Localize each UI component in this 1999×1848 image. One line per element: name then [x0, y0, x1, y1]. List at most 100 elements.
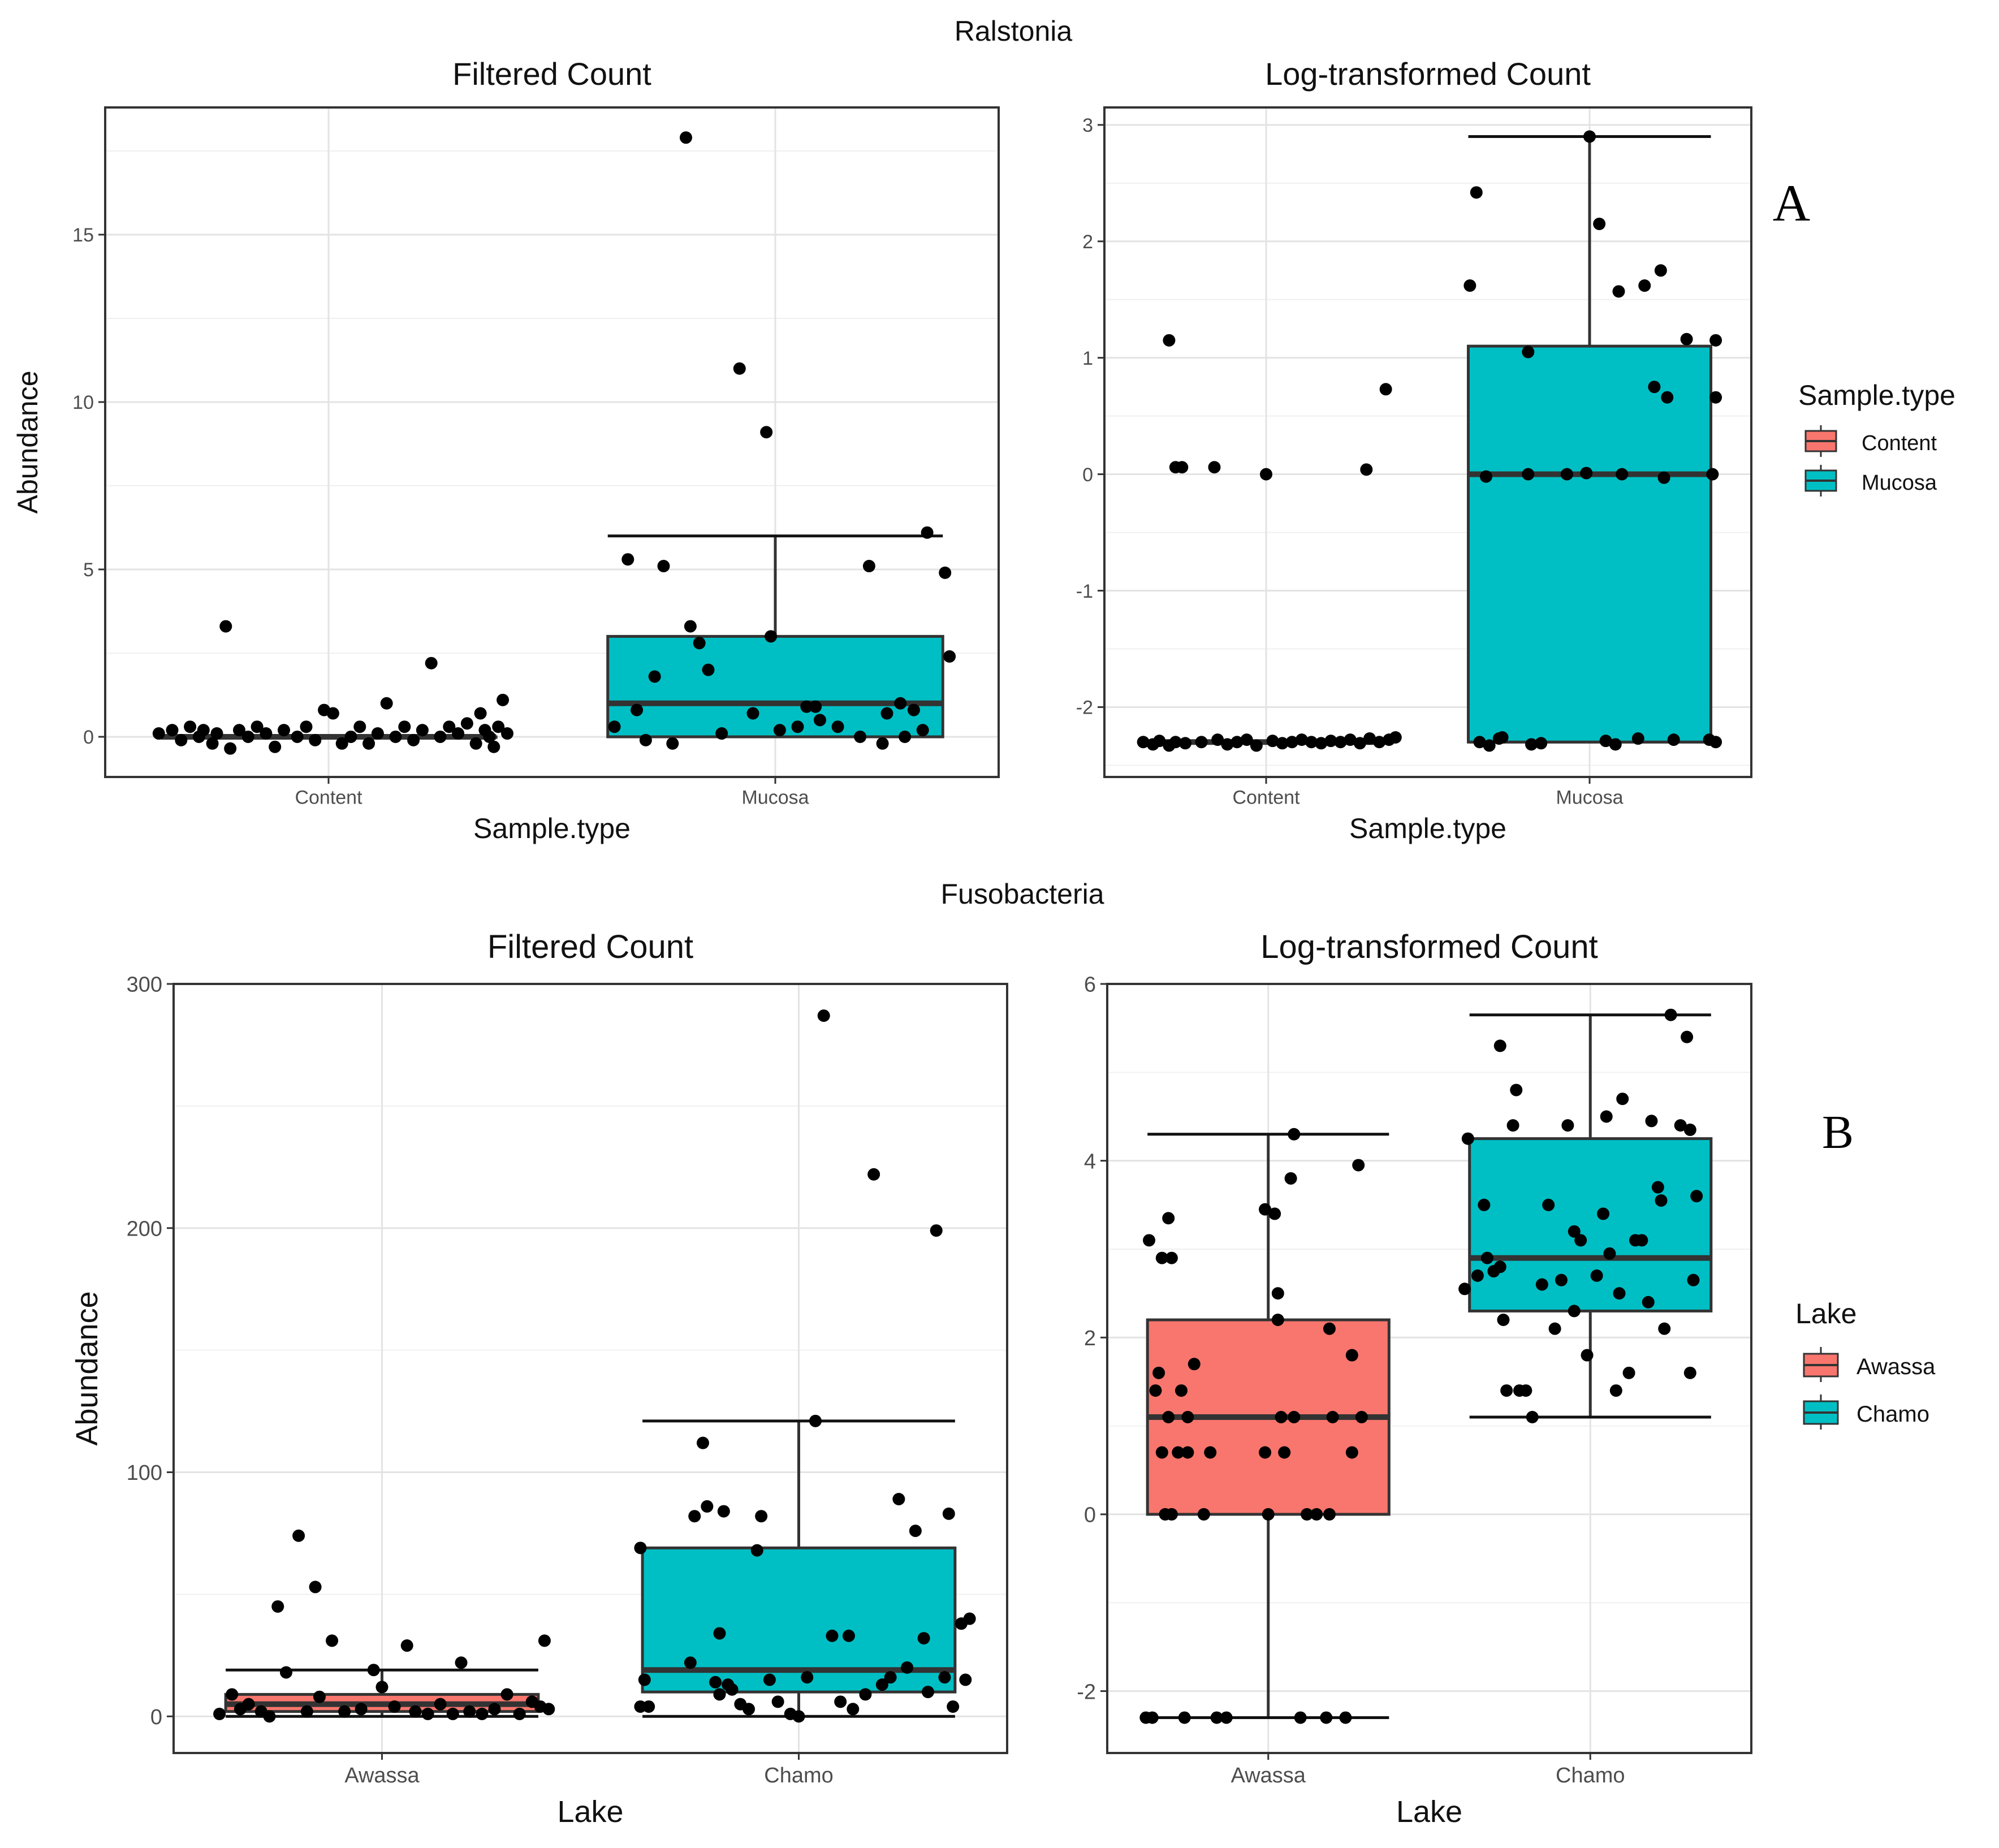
y-tick-label: 15	[72, 224, 94, 246]
data-point	[1262, 1508, 1275, 1521]
data-point	[1137, 736, 1150, 749]
data-point	[1355, 1410, 1368, 1423]
data-point	[487, 740, 500, 753]
data-point	[1574, 1234, 1587, 1247]
y-tick-label: 3	[1082, 115, 1093, 136]
chart-fusobacteria-filtered: 0 100 200 300 Awassa Chamo Filtered Count Lake A…	[70, 929, 1008, 1829]
data-point	[1271, 1287, 1284, 1300]
data-point	[1483, 739, 1496, 752]
data-point	[1658, 1322, 1671, 1335]
data-point	[1583, 130, 1596, 143]
data-point	[1690, 1190, 1703, 1203]
data-point	[309, 733, 322, 746]
data-point	[1471, 1269, 1484, 1282]
data-point	[1363, 732, 1376, 745]
data-point	[1568, 1305, 1581, 1318]
y-axis-label: Abundance	[12, 370, 44, 513]
data-point	[765, 630, 778, 643]
data-point	[309, 1581, 322, 1594]
y-tick-label: 0	[1082, 464, 1093, 486]
data-point	[880, 707, 893, 720]
data-point	[501, 727, 513, 740]
legend-label-chamo: Chamo	[1856, 1402, 1929, 1427]
data-point	[959, 1673, 972, 1686]
data-point	[1642, 1296, 1655, 1309]
chart-title: Filtered Count	[452, 56, 651, 92]
data-point	[1616, 468, 1629, 481]
data-point	[1345, 1349, 1358, 1362]
data-point	[1197, 1508, 1210, 1521]
data-point	[291, 730, 304, 743]
y-tick-label: 5	[83, 559, 94, 581]
data-point	[648, 670, 661, 683]
data-point	[1461, 1132, 1474, 1145]
data-point	[842, 1629, 855, 1642]
data-point	[1683, 1123, 1696, 1136]
data-point	[1339, 1711, 1352, 1724]
data-point	[1315, 737, 1328, 750]
data-point	[1479, 470, 1492, 483]
data-point	[152, 727, 165, 740]
data-point	[371, 727, 384, 740]
data-point	[746, 707, 759, 720]
legend-label-content: Content	[1862, 431, 1937, 455]
y-tick-label: 0	[1084, 1504, 1096, 1527]
data-point	[1284, 1172, 1297, 1185]
data-point	[1555, 1273, 1568, 1286]
data-point	[271, 1600, 284, 1613]
data-point	[166, 724, 179, 737]
data-point	[1195, 736, 1208, 749]
data-point	[224, 742, 237, 755]
x-tick-label: Mucosa	[1556, 787, 1623, 809]
y-tick-label: -2	[1077, 1680, 1096, 1704]
data-point	[434, 1698, 447, 1711]
data-point	[854, 730, 867, 743]
data-point	[921, 1686, 934, 1699]
data-point	[750, 1544, 763, 1557]
data-point	[1542, 1198, 1555, 1211]
data-point	[344, 730, 357, 743]
data-point	[1687, 1273, 1700, 1286]
data-point	[1169, 736, 1182, 749]
data-point	[416, 724, 429, 737]
data-point	[1473, 736, 1486, 749]
data-point	[847, 1703, 860, 1716]
data-point	[1208, 461, 1221, 474]
data-point	[1655, 1194, 1668, 1207]
data-point	[1326, 1410, 1339, 1423]
data-point	[1631, 732, 1644, 745]
data-point	[1600, 1110, 1613, 1123]
data-point	[917, 1632, 930, 1645]
data-point	[1481, 1251, 1494, 1264]
data-point	[1525, 738, 1538, 751]
data-point	[1493, 1039, 1506, 1052]
data-point	[260, 727, 273, 740]
x-tick-label: Chamo	[1556, 1764, 1625, 1787]
data-point	[701, 1500, 714, 1513]
y-tick-label: 100	[127, 1461, 162, 1485]
data-point	[938, 1671, 951, 1684]
box-mucosa	[606, 534, 944, 739]
data-point	[1458, 1283, 1471, 1296]
data-point	[326, 707, 339, 720]
data-point	[184, 720, 197, 733]
data-point	[1609, 738, 1622, 751]
x-tick-label: Mucosa	[741, 787, 809, 809]
data-point	[1478, 1198, 1491, 1211]
legend-key-chamo	[1803, 1394, 1839, 1430]
data-point	[1266, 735, 1279, 748]
data-point	[702, 663, 715, 676]
data-point	[939, 566, 952, 579]
chart-ralstonia-filtered: 0 5 10 15 Content Mucosa Filtered Count Sample.…	[12, 56, 1000, 844]
data-point	[1301, 1508, 1314, 1521]
x-tick-label: Content	[295, 787, 362, 809]
y-tick-label: -2	[1076, 697, 1093, 719]
x-tick-label: Content	[1232, 787, 1300, 809]
panel-label-b: B	[1822, 1106, 1854, 1159]
data-point	[1654, 264, 1667, 277]
data-point	[375, 1681, 388, 1694]
data-point	[1345, 1446, 1358, 1459]
y-tick-label: 200	[127, 1217, 162, 1241]
data-point	[313, 1690, 326, 1703]
data-point	[884, 1671, 897, 1684]
